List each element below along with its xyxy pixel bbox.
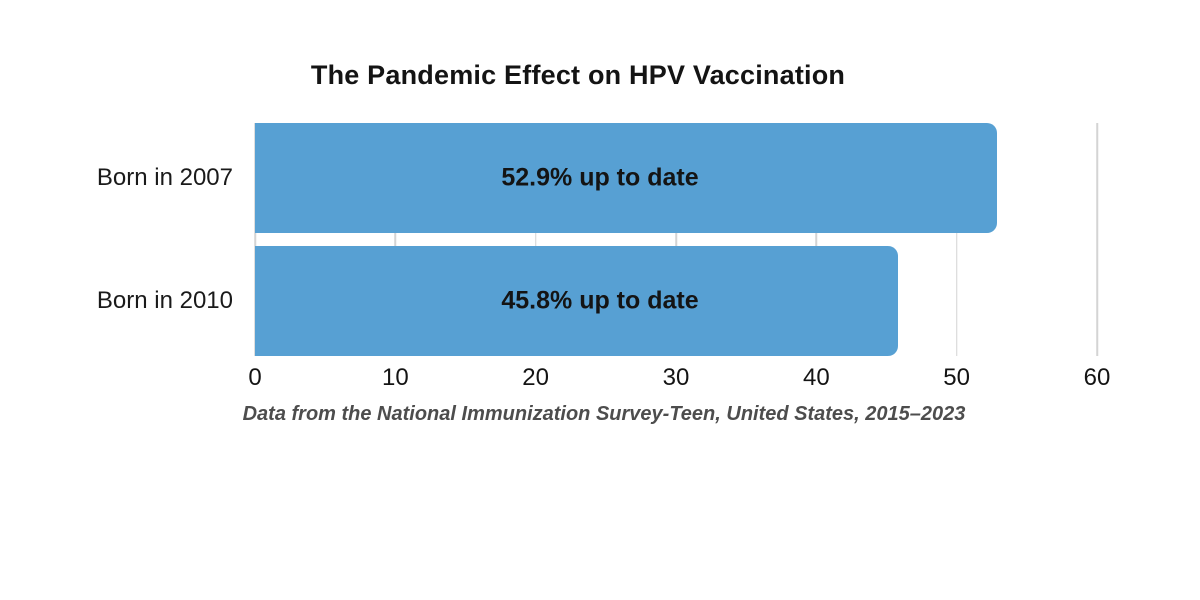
gridline-x-40 [815, 123, 818, 356]
x-tick-label-30: 30 [662, 364, 690, 391]
gridline-x-30 [675, 123, 677, 356]
gridline-x-50 [955, 123, 958, 356]
category-label-born-in-2010: Born in 2010 [96, 287, 233, 314]
plot-area: 52.9% up to date 45.8% up to date [254, 123, 1098, 356]
bar-value-label-born-in-2010: 45.8% up to date [501, 286, 699, 315]
category-label-born-in-2007: Born in 2007 [96, 164, 233, 191]
source-caption: Data from the National Immunization Surv… [242, 403, 966, 425]
x-tick-label-50: 50 [943, 364, 971, 391]
x-tick-label-60: 60 [1083, 364, 1111, 391]
chart-title: The Pandemic Effect on HPV Vaccination [310, 60, 846, 90]
gridline-x-0 [254, 123, 256, 356]
gridline-x-20 [534, 123, 537, 356]
bar-born-in-2007 [255, 123, 998, 233]
gridline-x-60 [1096, 123, 1098, 356]
bar-born-in-2010 [255, 246, 898, 356]
x-tick-label-0: 0 [248, 364, 262, 391]
x-tick-label-40: 40 [802, 364, 830, 391]
bar-value-label-born-in-2007: 52.9% up to date [501, 163, 699, 192]
x-tick-label-20: 20 [522, 364, 550, 391]
x-tick-label-10: 10 [381, 364, 409, 391]
gridline-x-10 [394, 123, 397, 356]
